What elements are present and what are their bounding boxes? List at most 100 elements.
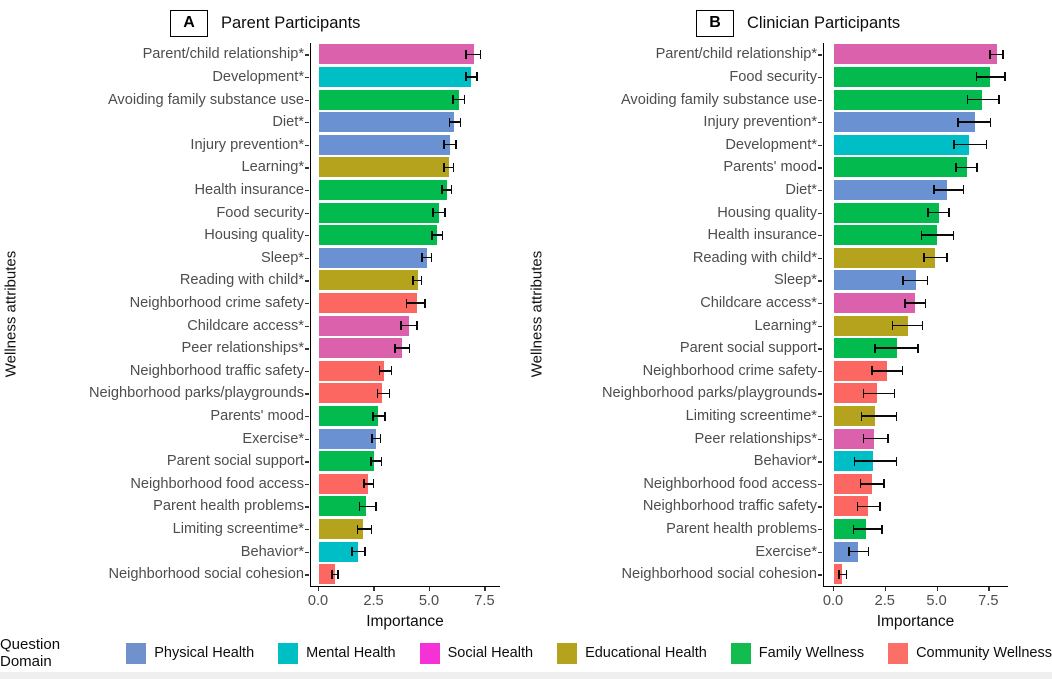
bar-track [310,404,501,428]
bar-label: Neighborhood parks/playgrounds [548,385,823,401]
x-tick-mark [373,586,375,591]
bar-label: Learning* [22,159,310,175]
error-bar [838,573,848,576]
y-tick-mark [305,189,309,192]
error-bar-cap [430,253,433,263]
error-bar-cap [856,501,859,511]
x-tick-mark [484,586,486,591]
bar-track [823,517,1009,541]
panel-a-title: Parent Participants [221,13,361,32]
legend-item: Community Wellness [888,642,1052,664]
error-bar [989,53,1004,55]
error-bar-cap [883,479,885,489]
bar-row: Development* [22,65,526,89]
error-bar-cap [400,321,402,331]
error-bar-cap [845,569,848,579]
error-bar-cap [441,185,443,195]
bar-label: Neighborhood crime safety [548,363,823,379]
bar-track [823,156,1009,179]
error-bar-cap [887,434,889,444]
error-bar [448,121,462,123]
bar [834,315,908,336]
error-bar-cap [926,275,929,285]
x-tick-mark [318,586,320,591]
bar-track [823,359,1009,383]
error-bar [848,550,870,553]
panel-a-tag: A [170,9,208,37]
y-tick-mark [818,167,822,169]
bar [319,44,475,65]
error-bar [443,143,457,146]
error-bar [923,256,948,259]
error-bar [432,211,446,214]
error-bar [874,347,919,349]
error-bar [394,347,410,349]
legend-label: Physical Health [154,645,255,661]
bar-row: Sleep* [548,269,1052,292]
x-axis-line: 0.0 2.5 5.0 7.5 [308,585,500,611]
y-tick-mark [305,370,309,373]
bar-label: Avoiding family substance use [22,92,310,108]
bar-track [310,517,501,541]
error-bar [370,460,383,462]
bar-track [823,427,1009,450]
legend-swatch [730,642,751,664]
bar-label: Parent health problems [548,521,823,537]
bar-row: Parent social support [548,336,1052,360]
error-bar-cap [443,140,445,150]
bar-row: Limiting screentime* [548,404,1052,428]
error-bar-cap [862,388,865,398]
error-bar [372,415,386,417]
x-tick-label: 0.0 [822,592,844,609]
error-bar-cap [363,479,365,489]
bar-track [823,314,1009,337]
panel-b-plot: Wellness attributes Parent/child relatio… [526,43,1052,586]
bar-label: Diet* [548,182,823,198]
error-bar [452,98,466,101]
error-bar-cap [921,321,924,331]
y-tick-mark [305,280,309,282]
bar-label: Development* [548,137,823,153]
x-tick-mark [936,586,938,591]
bar-label: Neighborhood social cohesion [548,566,823,582]
panel-clinician-participants: B Clinician Participants Wellness attrib… [526,0,1052,635]
bar-row: Parent health problems [548,517,1052,541]
bar-label: Neighborhood traffic safety [22,363,310,379]
bar [834,44,997,65]
error-bar-cap [379,434,382,444]
x-tick-label: 7.5 [474,592,495,609]
error-bar-cap [455,140,457,150]
error-bar [859,483,885,485]
y-tick-mark [818,461,822,463]
bar-row: Neighborhood crime safety [22,291,526,315]
legend-label: Family Wellness [758,645,865,661]
bar-label: Housing quality [548,205,823,221]
bar-track [310,314,501,337]
error-bar [904,302,927,304]
error-bar [856,505,881,508]
y-axis-label: Wellness attributes [2,251,20,378]
bar [319,541,358,562]
error-bar-cap [955,162,957,172]
legend-item: Family Wellness [730,642,865,664]
bar-track [823,178,1009,202]
panel-b-tag: B [696,9,734,37]
error-bar [891,324,924,327]
bar-track [310,133,501,157]
y-tick-mark [818,212,822,214]
bar-row: Limiting screentime* [22,517,526,541]
error-bar-cap [390,366,393,376]
bar-label: Injury prevention* [22,137,310,153]
panel-parent-participants: A Parent Participants Wellness attribute… [0,0,526,635]
bar [319,383,383,404]
error-bar-cap [331,569,333,579]
error-bar-cap [459,117,462,127]
bar-row: Neighborhood social cohesion [22,563,526,586]
bar-row: Neighborhood parks/playgrounds [22,382,526,405]
bar [834,496,869,517]
bar [834,134,969,155]
error-bar [860,415,898,417]
bar-label: Sleep* [548,272,823,288]
bar-track [310,223,501,247]
